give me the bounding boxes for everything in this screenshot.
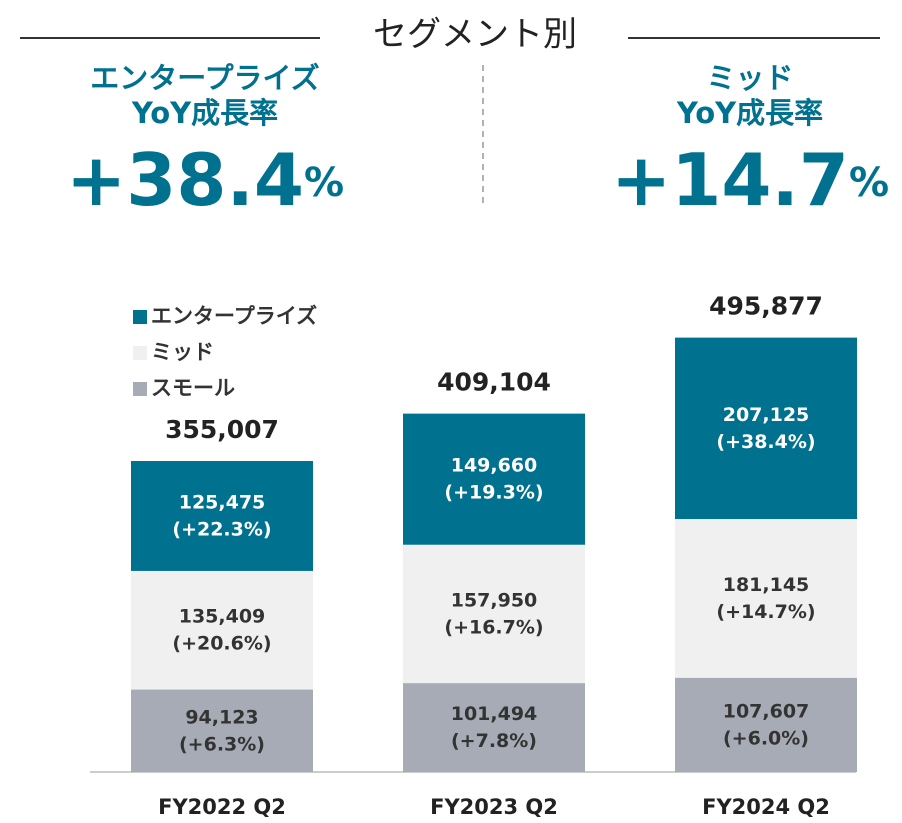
highlight-label: エンタープライズ [90,61,319,95]
legend-swatch [133,382,147,396]
highlight-unit: % [849,160,889,206]
value-label: 135,409 [179,606,266,628]
total-label: 409,104 [437,368,551,397]
growth-label: (+6.0%) [723,727,809,749]
growth-label: (+14.7%) [716,601,815,623]
bar-segment [403,683,585,772]
bar-segment [403,544,585,684]
highlight-unit: % [304,160,344,206]
growth-label: (+19.3%) [444,482,543,504]
growth-label: (+6.3%) [179,733,265,755]
value-label: 107,607 [723,700,810,722]
highlight-value: +14.7% [611,138,889,222]
legend-swatch [133,346,147,360]
legend-label: ミッド [151,340,214,364]
highlight-label: YoY成長率 [131,96,278,130]
legend-label: エンタープライズ [151,304,317,328]
title: セグメント別 [373,15,577,55]
legend-swatch [133,310,147,324]
growth-label: (+22.3%) [172,518,271,540]
value-label: 149,660 [451,455,538,477]
highlight-number: +14.7 [611,138,849,222]
growth-label: (+16.7%) [444,616,543,638]
value-label: 157,950 [451,589,538,611]
bar-segment [131,461,313,571]
bar-segment [675,677,857,772]
bar-segment [403,413,585,545]
bar-segment [675,337,857,520]
highlight-label: YoY成長率 [676,96,823,130]
total-label: 495,877 [709,292,823,321]
total-label: 355,007 [165,415,279,444]
bar-segment [131,570,313,690]
bar-segment [675,519,857,678]
value-label: 207,125 [723,404,810,426]
highlight-number: +38.4 [66,138,304,222]
value-label: 125,475 [179,491,266,513]
growth-label: (+38.4%) [716,431,815,453]
highlight-label: ミッド [706,61,793,95]
growth-label: (+7.8%) [451,730,537,752]
bar-segment [131,689,313,772]
value-label: 94,123 [185,706,258,728]
value-label: 101,494 [451,703,538,725]
x-tick-label: FY2022 Q2 [158,795,286,819]
legend-label: スモール [151,376,235,400]
value-label: 181,145 [723,574,810,596]
growth-label: (+20.6%) [172,633,271,655]
highlight-value: +38.4% [66,138,344,222]
x-tick-label: FY2024 Q2 [702,795,830,819]
x-tick-label: FY2023 Q2 [430,795,558,819]
